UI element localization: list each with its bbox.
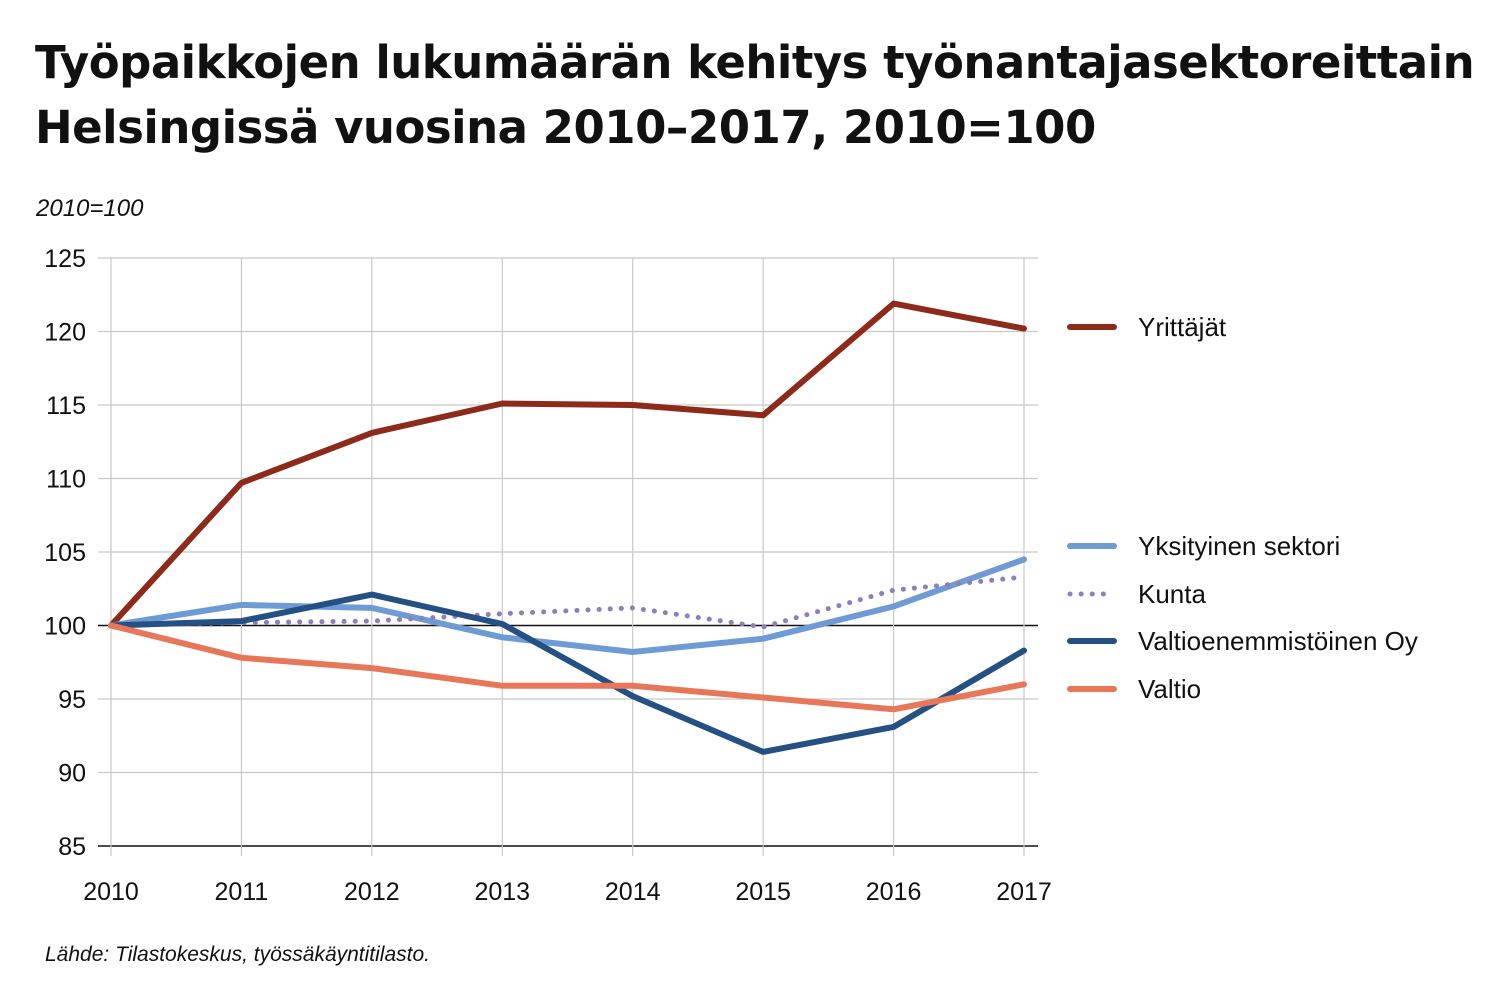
x-tick-label: 2017 [996,878,1052,906]
series-line-0 [108,300,1027,629]
y-tick-label: 95 [58,686,86,714]
chart-title-line-1: Työpaikkojen lukumäärän kehitys työnanta… [35,36,1475,89]
legend-label-1: Yksityinen sektori [1138,531,1340,561]
legend-label-4: Valtio [1138,674,1201,704]
series-lines [108,300,1027,755]
gridlines [98,257,1038,856]
y-tick-label: 110 [46,466,86,494]
chart-title: Työpaikkojen lukumäärän kehitys työnanta… [35,30,1475,160]
x-tick-label: 2012 [344,878,400,906]
legend-label-2: Kunta [1138,579,1206,609]
y-tick-labels: 125 120 115 110 105 100 95 90 85 [44,245,86,861]
series-line-1 [108,556,1027,655]
x-tick-label: 2010 [83,878,139,906]
source-note: Lähde: Tilastokeskus, työssäkäyntitilast… [45,943,431,966]
x-tick-label: 2016 [866,878,922,906]
x-tick-label: 2013 [474,878,530,906]
x-tick-label: 2014 [605,878,661,906]
series-line-2 [108,574,1027,630]
legend: Yrittäjät Yksityinen sektori Kunta Valtioen… [1067,312,1418,704]
x-tick-label: 2011 [215,878,269,906]
legend-label-3: Valtioenemmistöinen Oy [1138,626,1418,656]
chart-title-line-2: Helsingissä vuosina 2010–2017, 2010=100 [35,101,1096,154]
y-tick-label: 125 [44,245,86,273]
y-tick-label: 105 [44,539,86,567]
series-line-3 [108,591,1027,755]
legend-label-0: Yrittäjät [1138,312,1227,342]
y-unit-label: 2010=100 [35,195,144,222]
x-tick-labels: 2010 2011 2012 2013 2014 2015 2016 2017 [83,878,1052,906]
y-tick-label: 120 [44,319,86,347]
series-line-4 [108,622,1027,713]
y-tick-label: 90 [58,760,86,788]
x-tick-label: 2015 [735,878,791,906]
y-tick-label: 115 [46,392,86,420]
y-tick-label: 100 [44,613,86,641]
y-tick-label: 85 [58,833,86,861]
